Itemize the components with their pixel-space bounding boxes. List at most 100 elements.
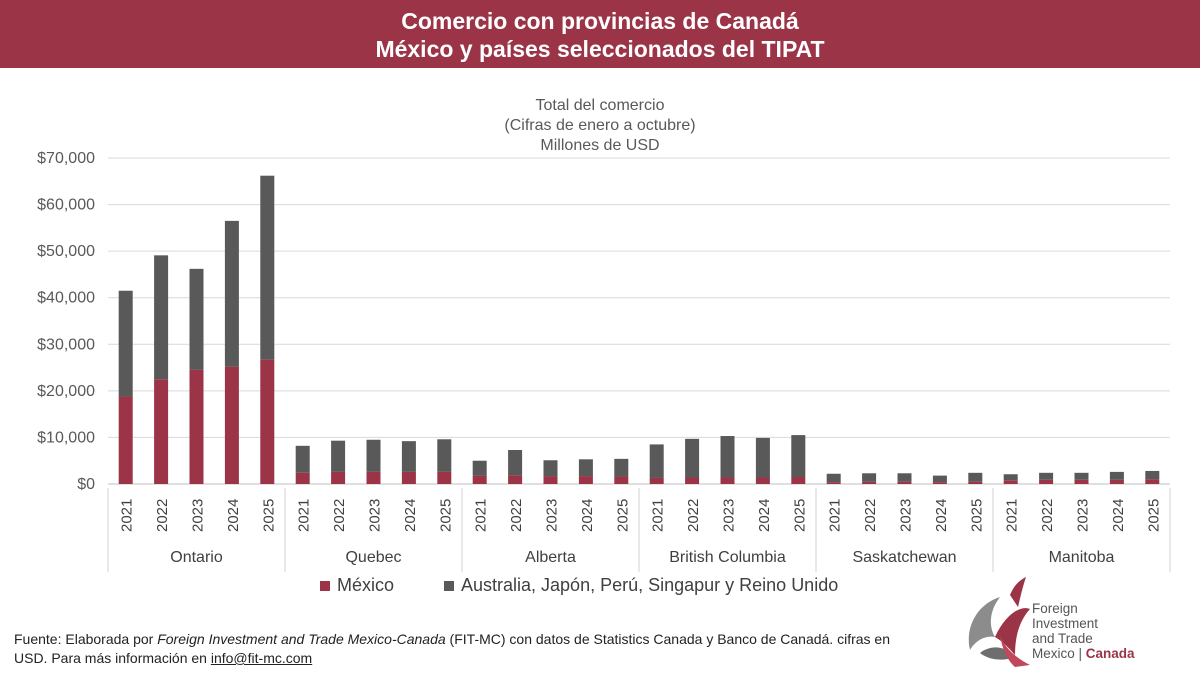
x-group-label: Alberta — [525, 549, 576, 566]
bar-mexico — [295, 472, 310, 484]
x-tick-label-year: 2022 — [685, 499, 702, 532]
x-tick-label-year: 2024 — [1110, 499, 1127, 532]
x-group-label: British Columbia — [669, 549, 786, 566]
bar-mexico — [260, 359, 275, 484]
bar-mexico — [118, 396, 133, 484]
bar-mexico — [543, 476, 558, 484]
main-title-line2: México y países seleccionados del TIPAT — [375, 36, 825, 62]
x-tick-label-year: 2023 — [721, 499, 738, 532]
x-tick-label-year: 2025 — [614, 499, 631, 532]
x-tick-label-year: 2023 — [190, 499, 207, 532]
bar-mexico — [1074, 479, 1089, 484]
bar-mexico — [331, 471, 346, 484]
bar-others — [508, 450, 523, 476]
bar-others — [685, 438, 700, 478]
bar-others — [968, 472, 983, 482]
logo-line2: Investment — [1032, 616, 1099, 631]
x-tick-label-year: 2021 — [473, 499, 490, 532]
bar-others — [897, 473, 912, 482]
bar-mexico — [720, 477, 735, 484]
legend-label-others: Australia, Japón, Perú, Singapur y Reino… — [461, 575, 838, 595]
bar-mexico — [649, 477, 664, 484]
chart-title-line3: Millones de USD — [540, 137, 660, 154]
x-tick-label-year: 2025 — [791, 499, 808, 532]
bar-others — [1074, 472, 1089, 480]
bar-others — [791, 435, 806, 478]
bar-others — [755, 437, 770, 478]
x-tick-label-year: 2024 — [402, 499, 419, 532]
bar-others — [154, 255, 169, 380]
bar-mexico — [791, 477, 806, 484]
y-tick-label: $70,000 — [37, 150, 95, 167]
bar-mexico — [1039, 479, 1054, 484]
y-tick-label: $60,000 — [37, 197, 95, 214]
logo-text: Foreign Investment and Trade Mexico | Ca… — [1032, 601, 1135, 661]
bar-mexico — [1145, 479, 1160, 484]
bar-mexico — [897, 481, 912, 484]
bar-others — [295, 445, 310, 473]
bar-others — [118, 290, 133, 397]
bar-others — [649, 444, 664, 478]
logo-line1: Foreign — [1032, 601, 1078, 616]
bar-others — [401, 441, 416, 472]
bar-others — [189, 268, 204, 370]
y-tick-label: $40,000 — [37, 290, 95, 307]
x-tick-label-year: 2025 — [1145, 499, 1162, 532]
email-link[interactable]: info@fit-mc.com — [210, 650, 313, 666]
bar-others — [472, 460, 487, 476]
bar-mexico — [401, 471, 416, 484]
bar-mexico — [366, 471, 381, 484]
header-banner: Comercio con provincias de Canadá México… — [0, 0, 1200, 68]
bar-others — [366, 439, 381, 472]
bar-mexico — [968, 481, 983, 484]
x-tick-label-year: 2022 — [154, 499, 171, 532]
bar-others — [1003, 474, 1018, 481]
legend-label-mexico: México — [337, 575, 394, 595]
bar-mexico — [472, 475, 487, 484]
bar-others — [260, 175, 275, 360]
x-tick-label-year: 2024 — [225, 499, 242, 532]
x-group-label: Manitoba — [1049, 549, 1115, 566]
bar-mexico — [1003, 480, 1018, 484]
logo-line4: Mexico | Canada — [1032, 646, 1135, 661]
x-tick-label-year: 2024 — [756, 499, 773, 532]
bar-mexico — [755, 477, 770, 484]
y-tick-label: $0 — [77, 476, 95, 493]
bar-others — [862, 473, 877, 482]
source-footnote: Fuente: Elaborada por Foreign Investment… — [14, 630, 894, 668]
x-tick-label-year: 2025 — [968, 499, 985, 532]
footnote-italic: Foreign Investment and Trade Mexico-Cana… — [157, 631, 446, 647]
bar-others — [331, 440, 346, 472]
x-group-label: Quebec — [345, 549, 401, 566]
fit-mc-logo-icon — [968, 577, 1030, 667]
bar-mexico — [614, 476, 629, 484]
bar-mexico — [224, 366, 239, 484]
x-tick-label-year: 2024 — [933, 499, 950, 532]
bar-others — [224, 220, 239, 367]
legend-swatch-mexico — [320, 581, 330, 591]
bar-mexico — [1109, 479, 1124, 484]
stacked-bar-chart: $0 $10,000 $20,000 $30,000 $40,000 $50,000 $60… — [37, 150, 1171, 595]
bar-others — [614, 458, 629, 477]
footnote-prefix: Fuente: Elaborada por — [14, 631, 158, 647]
bar-mexico — [932, 482, 947, 484]
x-tick-label-year: 2024 — [579, 499, 596, 532]
main-title-line1: Comercio con provincias de Canadá — [401, 8, 799, 34]
x-tick-label-year: 2025 — [437, 499, 454, 532]
x-group-label: Ontario — [170, 549, 223, 566]
x-tick-label-year: 2021 — [296, 499, 313, 532]
bar-mexico — [437, 471, 452, 484]
bar-others — [578, 459, 593, 477]
y-tick-label: $50,000 — [37, 243, 95, 260]
bar-mexico — [578, 476, 593, 484]
bar-mexico — [862, 481, 877, 484]
bar-mexico — [826, 482, 841, 484]
x-tick-label-year: 2021 — [827, 499, 844, 532]
bar-others — [1109, 471, 1124, 480]
x-tick-label-year: 2022 — [331, 499, 348, 532]
bar-others — [437, 439, 452, 472]
y-tick-label: $10,000 — [37, 429, 95, 446]
x-tick-label-year: 2021 — [1004, 499, 1021, 532]
chart-title: Total del comercio (Cifras de enero a oc… — [380, 96, 820, 156]
logo-mexico: Mexico | — [1032, 646, 1086, 661]
